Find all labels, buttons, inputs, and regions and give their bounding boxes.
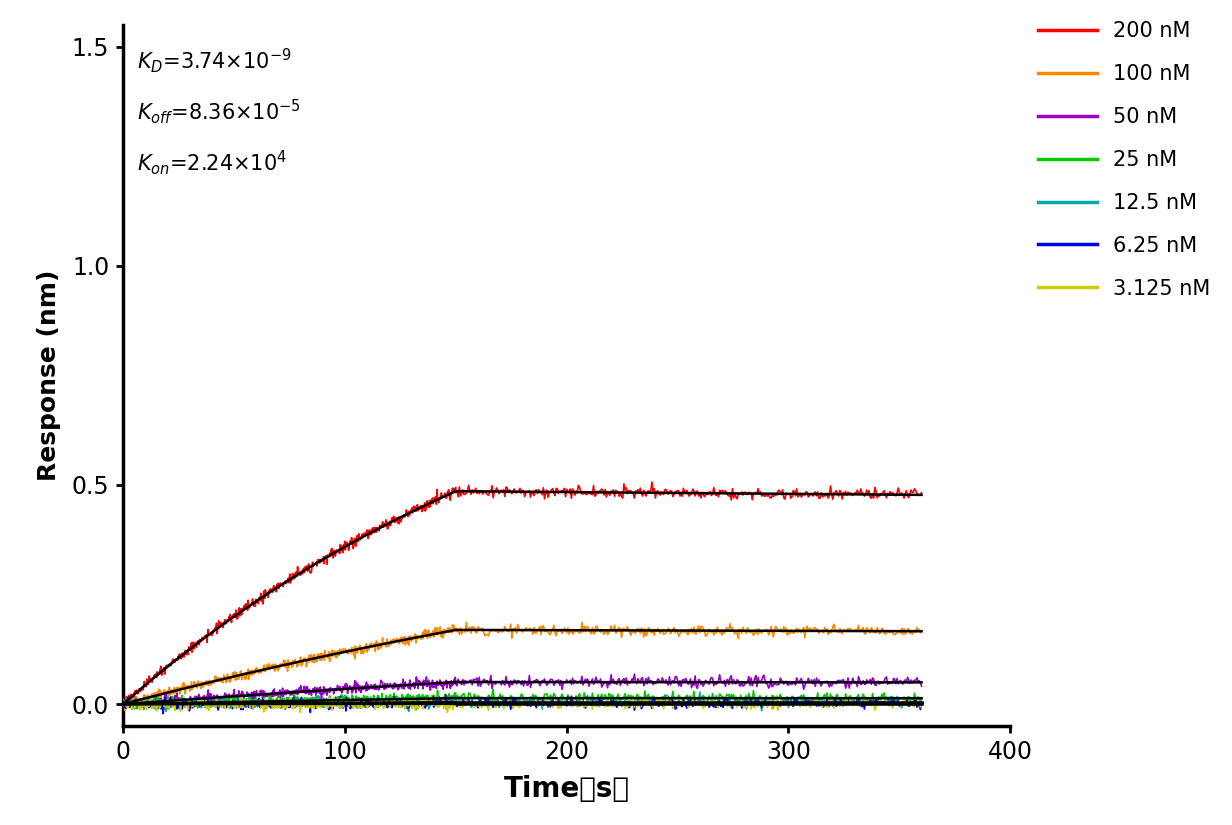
- Line: 3.125 nM: 3.125 nM: [456, 696, 922, 710]
- 25 nM: [505, 692, 520, 702]
- Line: 50 nM: 50 nM: [456, 674, 922, 690]
- 12.5 nM: [754, 705, 769, 715]
- 25 nM: [788, 695, 803, 705]
- Line: 200 nM: 200 nM: [456, 482, 922, 500]
- 200 nM: [744, 488, 759, 498]
- 200 nM: [914, 488, 929, 497]
- 100 nM: [731, 634, 745, 644]
- 3.125 nM: [743, 699, 758, 709]
- Line: 12.5 nM: 12.5 nM: [456, 692, 922, 710]
- 100 nM: [790, 624, 804, 634]
- 3.125 nM: [505, 704, 520, 714]
- Y-axis label: Response (nm): Response (nm): [37, 270, 60, 481]
- 6.25 nM: [448, 697, 463, 707]
- 50 nM: [636, 673, 650, 683]
- 50 nM: [448, 677, 463, 687]
- 200 nM: [644, 477, 659, 487]
- 6.25 nM: [787, 695, 802, 705]
- Line: 25 nM: 25 nM: [456, 689, 922, 705]
- 100 nM: [634, 623, 649, 633]
- 25 nM: [803, 700, 818, 710]
- 3.125 nM: [769, 691, 784, 701]
- 3.125 nM: [790, 699, 804, 709]
- 100 nM: [601, 628, 616, 638]
- 3.125 nM: [634, 701, 649, 711]
- 50 nM: [601, 676, 616, 686]
- 200 nM: [633, 483, 648, 493]
- 12.5 nM: [692, 687, 707, 697]
- 100 nM: [504, 634, 519, 644]
- 200 nM: [504, 489, 519, 499]
- 6.25 nM: [790, 695, 804, 705]
- 25 nM: [485, 684, 500, 694]
- 100 nM: [744, 627, 759, 637]
- 12.5 nM: [600, 701, 615, 711]
- 12.5 nM: [448, 696, 463, 706]
- 3.125 nM: [448, 699, 463, 709]
- 50 nM: [554, 685, 569, 695]
- 50 nM: [914, 681, 929, 691]
- 6.25 nM: [504, 700, 519, 710]
- 200 nM: [600, 488, 615, 497]
- 200 nM: [724, 495, 739, 505]
- 12.5 nM: [743, 691, 758, 701]
- 25 nM: [634, 698, 649, 708]
- 25 nM: [743, 695, 758, 705]
- 50 nM: [787, 677, 802, 687]
- Legend: 200 nM, 100 nM, 50 nM, 25 nM, 12.5 nM, 6.25 nM, 3.125 nM: 200 nM, 100 nM, 50 nM, 25 nM, 12.5 nM, 6…: [1039, 21, 1211, 299]
- 100 nM: [914, 627, 929, 637]
- 12.5 nM: [504, 696, 519, 706]
- 6.25 nM: [564, 691, 579, 701]
- 3.125 nM: [914, 698, 929, 708]
- 200 nM: [790, 484, 804, 494]
- 12.5 nM: [790, 699, 804, 709]
- 50 nM: [504, 680, 519, 690]
- Text: $K_D$=3.74×10$^{-9}$
$K_{off}$=8.36×10$^{-5}$
$K_{on}$=2.24×10$^{4}$: $K_D$=3.74×10$^{-9}$ $K_{off}$=8.36×10$^…: [137, 45, 301, 177]
- 200 nM: [787, 486, 802, 496]
- 12.5 nM: [787, 698, 802, 708]
- 6.25 nM: [744, 695, 759, 705]
- 25 nM: [601, 689, 616, 699]
- Line: 6.25 nM: 6.25 nM: [456, 696, 922, 710]
- 50 nM: [627, 669, 642, 679]
- X-axis label: Time（s）: Time（s）: [504, 775, 630, 803]
- 100 nM: [787, 629, 802, 639]
- 6.25 nM: [914, 697, 929, 707]
- 50 nM: [744, 673, 759, 683]
- 25 nM: [448, 694, 463, 704]
- 25 nM: [914, 694, 929, 704]
- 3.125 nM: [787, 700, 802, 710]
- 200 nM: [448, 488, 463, 497]
- 12.5 nM: [914, 694, 929, 704]
- 12.5 nM: [633, 700, 648, 710]
- Line: 100 nM: 100 nM: [456, 622, 922, 639]
- 6.25 nM: [627, 705, 642, 715]
- 3.125 nM: [482, 705, 496, 715]
- 25 nM: [786, 692, 801, 702]
- 6.25 nM: [601, 698, 616, 708]
- 100 nM: [574, 617, 589, 627]
- 6.25 nM: [636, 701, 650, 711]
- 3.125 nM: [601, 701, 616, 711]
- 100 nM: [448, 624, 463, 634]
- 50 nM: [790, 673, 804, 683]
